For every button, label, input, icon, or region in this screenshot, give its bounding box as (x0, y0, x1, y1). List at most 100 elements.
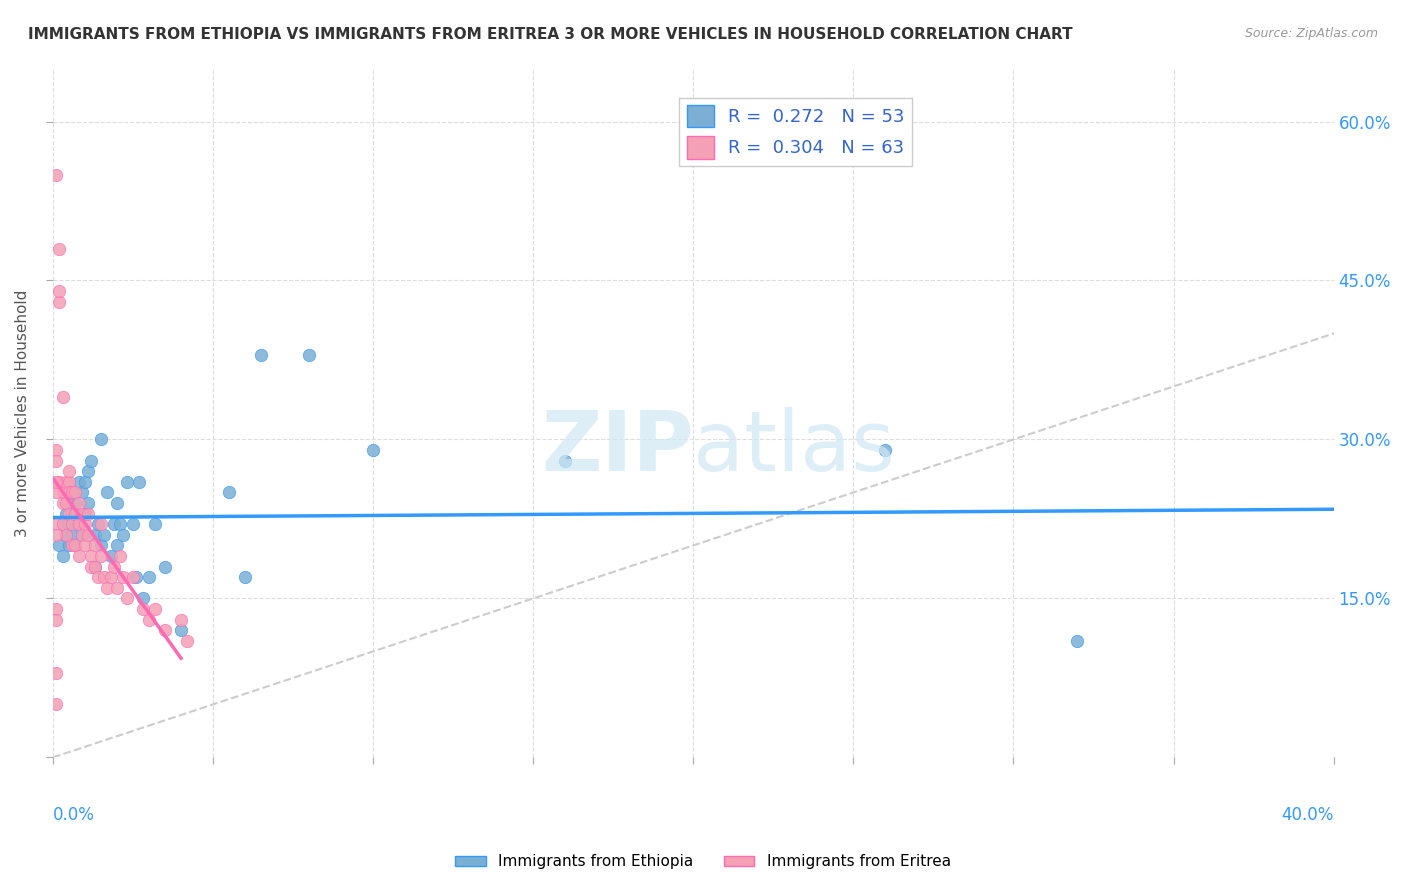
Point (48, 538, 70, 552)
Text: 0.0%: 0.0% (53, 805, 94, 823)
Point (250, 348, 273, 362)
Point (67, 475, 90, 489)
Point (60, 538, 83, 552)
Point (90, 538, 112, 552)
Point (65, 496, 87, 510)
Point (170, 613, 193, 627)
Point (80, 559, 103, 574)
Point (90, 433, 112, 447)
Point (100, 549, 122, 563)
Point (93, 570, 115, 584)
Point (83, 559, 105, 574)
Point (83, 528, 105, 542)
Point (90, 549, 112, 563)
Legend: R =  0.272   N = 53, R =  0.304   N = 63: R = 0.272 N = 53, R = 0.304 N = 63 (679, 98, 912, 166)
Point (65, 507, 87, 521)
Point (145, 602, 167, 616)
Point (70, 507, 93, 521)
Point (58, 475, 80, 489)
Point (77, 507, 100, 521)
Point (60, 528, 83, 542)
Point (125, 570, 148, 584)
Point (70, 485, 93, 500)
Point (554, 453, 576, 467)
Point (122, 570, 145, 584)
Point (875, 443, 897, 458)
Point (80, 453, 103, 467)
Text: ZIP: ZIP (541, 407, 693, 488)
Point (55, 528, 77, 542)
Point (45, 453, 67, 467)
Point (90, 517, 112, 532)
Point (48, 284, 70, 298)
Point (65, 538, 87, 552)
Point (115, 591, 138, 606)
Point (58, 485, 80, 500)
Point (45, 602, 67, 616)
Point (83, 559, 105, 574)
Text: Source: ZipAtlas.com: Source: ZipAtlas.com (1244, 27, 1378, 40)
Point (67, 517, 90, 532)
Point (1066, 633, 1088, 648)
Point (73, 475, 96, 489)
Point (70, 528, 93, 542)
Point (77, 528, 100, 542)
Point (131, 602, 153, 616)
Point (45, 168, 67, 182)
Point (73, 507, 96, 521)
Point (45, 698, 67, 712)
Point (45, 613, 67, 627)
Point (233, 570, 256, 584)
Point (361, 443, 384, 458)
Point (45, 443, 67, 458)
Point (51, 390, 73, 404)
Point (138, 613, 160, 627)
Point (108, 517, 131, 532)
Point (115, 475, 138, 489)
Point (105, 496, 128, 510)
Point (45, 528, 67, 542)
Point (153, 559, 176, 574)
Point (105, 581, 128, 595)
Point (51, 496, 73, 510)
Point (87, 570, 110, 584)
Point (45, 665, 67, 680)
Point (77, 496, 100, 510)
Point (96, 581, 118, 595)
Point (60, 517, 83, 532)
Point (67, 517, 90, 532)
Point (58, 517, 80, 532)
Point (128, 475, 150, 489)
Text: atlas: atlas (693, 407, 896, 488)
Point (138, 570, 160, 584)
Point (51, 517, 73, 532)
Point (60, 485, 83, 500)
Text: IMMIGRANTS FROM ETHIOPIA VS IMMIGRANTS FROM ERITREA 3 OR MORE VEHICLES IN HOUSEH: IMMIGRANTS FROM ETHIOPIA VS IMMIGRANTS F… (28, 27, 1073, 42)
Point (67, 496, 90, 510)
Point (122, 517, 145, 532)
Point (51, 517, 73, 532)
Point (58, 538, 80, 552)
Point (100, 570, 122, 584)
Point (60, 517, 83, 532)
Point (67, 549, 90, 563)
Point (60, 485, 83, 500)
Point (93, 528, 115, 542)
Point (131, 591, 153, 606)
Point (58, 507, 80, 521)
Point (58, 464, 80, 478)
Point (153, 624, 176, 638)
Point (55, 496, 77, 510)
Point (298, 348, 321, 362)
Point (73, 538, 96, 552)
Point (45, 517, 67, 532)
Point (65, 538, 87, 552)
Point (103, 517, 125, 532)
Text: 40.0%: 40.0% (1281, 805, 1334, 823)
Point (105, 538, 128, 552)
Point (83, 538, 105, 552)
Y-axis label: 3 or more Vehicles in Household: 3 or more Vehicles in Household (15, 289, 30, 537)
Point (96, 485, 118, 500)
Point (65, 507, 87, 521)
Point (145, 517, 167, 532)
